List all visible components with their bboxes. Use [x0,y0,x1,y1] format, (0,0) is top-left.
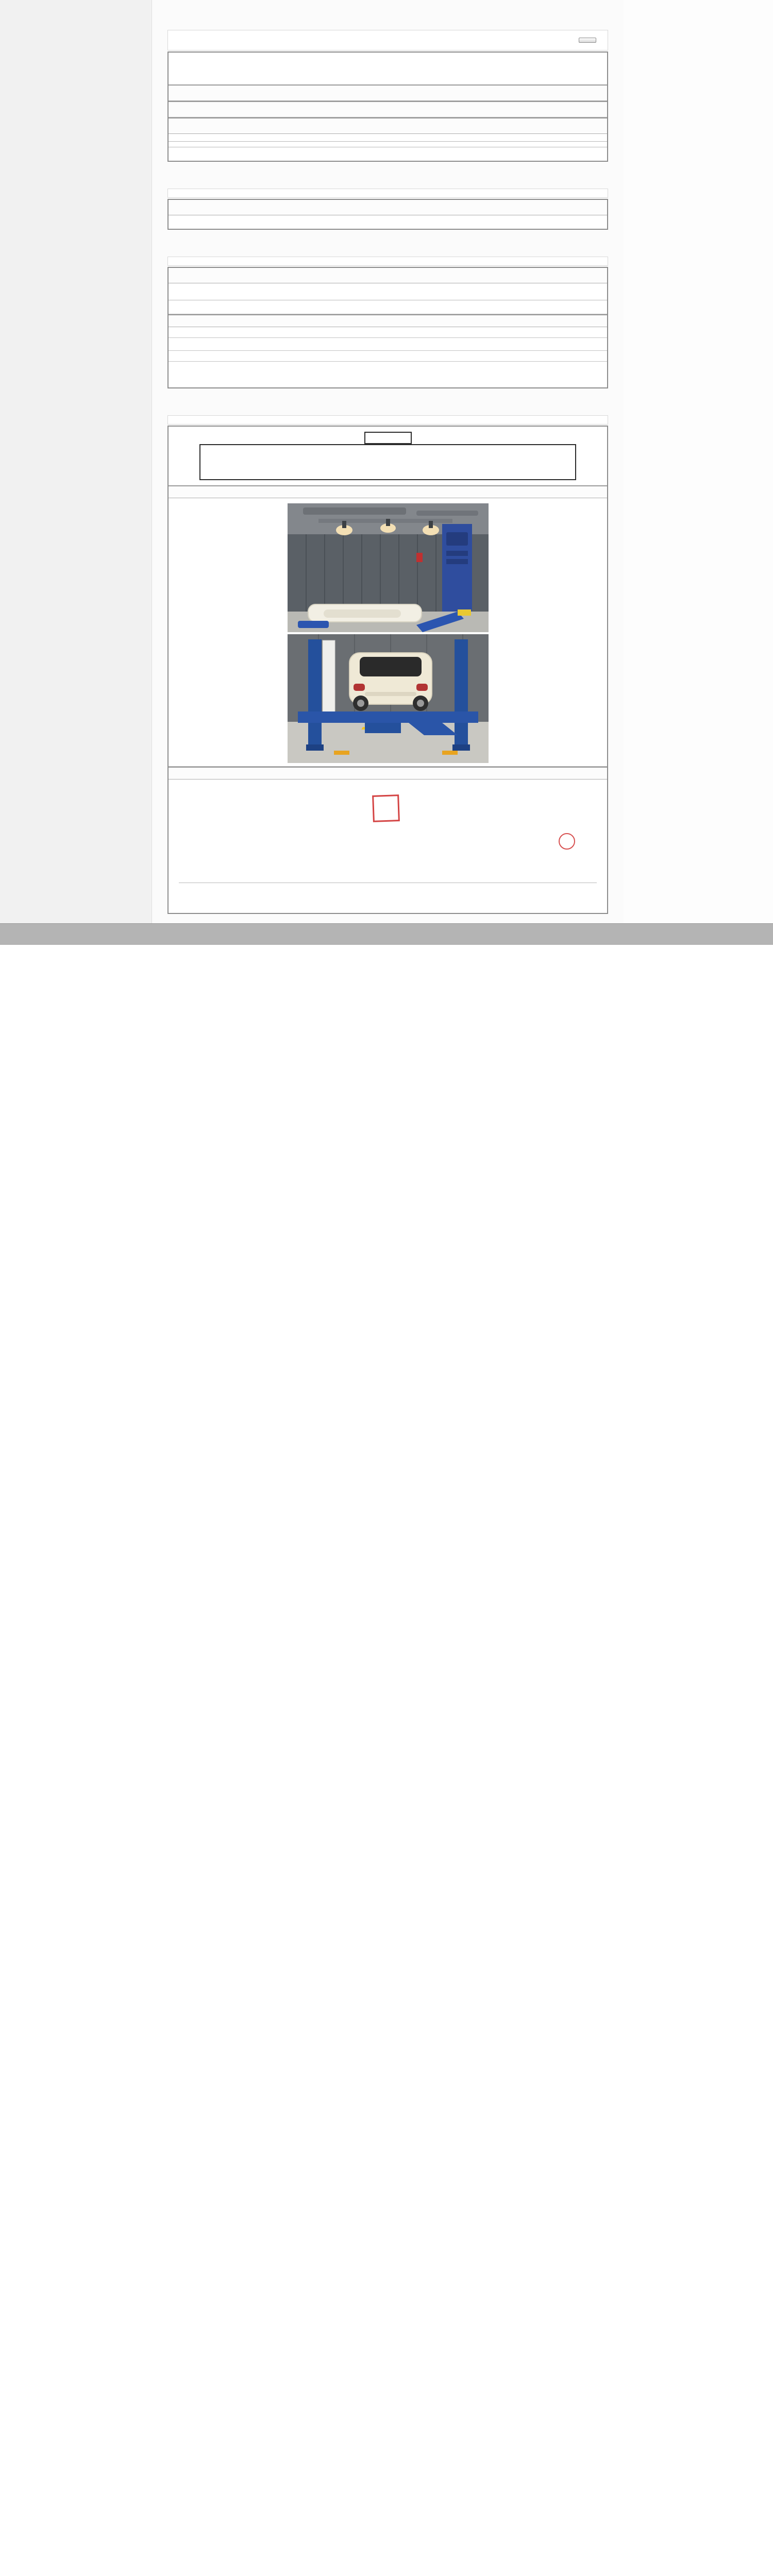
section-accident-header [169,117,607,134]
bottom-gray-bar [0,923,773,945]
buyer-confirm-block [179,883,597,889]
right-margin [624,0,773,923]
left-margin [0,0,152,923]
notice1-body [169,338,607,350]
section-photos-header [169,485,607,498]
signer-row-appraiser [233,852,576,863]
document-title [169,53,607,67]
inspection-photo-garage [287,503,489,632]
section-caution-header [169,314,607,327]
car-damage-diagram [169,142,607,147]
print-toolbar [167,30,608,50]
page-2 [167,199,608,230]
page-4 [167,426,608,914]
final-price-row [169,283,607,300]
notice2-body [169,362,607,374]
section-etc-header [169,268,607,283]
section-comp-header [169,101,607,117]
final-price-note [169,300,607,314]
mini-car-rear-icon [348,652,432,711]
inspection-photos [169,498,607,767]
document-column [152,0,624,923]
signer-row-inspector [233,831,576,852]
document-subtitle [169,67,607,73]
signer-row-notifier [233,863,576,875]
document-number-row [169,73,607,84]
print-button[interactable] [579,38,596,43]
page-1 [167,52,608,162]
notice2-heading [169,350,607,362]
price-survey-info-box [199,432,576,480]
state-code-legend [169,134,607,142]
signer-rows [233,831,576,875]
screen [0,0,773,923]
inspector-stamp-icon [559,833,575,850]
page-3-indicator-bar [167,257,608,266]
page-4-indicator-bar [167,415,608,425]
section-detail-header [169,200,607,215]
price-survey-info-title [364,432,412,444]
signature-block [169,779,607,889]
inspection-photo-lift [287,634,489,763]
notice1-heading [169,327,607,338]
page-3 [167,267,608,388]
section-sign-header [169,767,607,779]
ceiling-lights-icon [335,519,439,535]
page-2-indicator-bar [167,189,608,198]
section-basic-header [169,84,607,101]
org-stamp-icon [372,794,400,822]
